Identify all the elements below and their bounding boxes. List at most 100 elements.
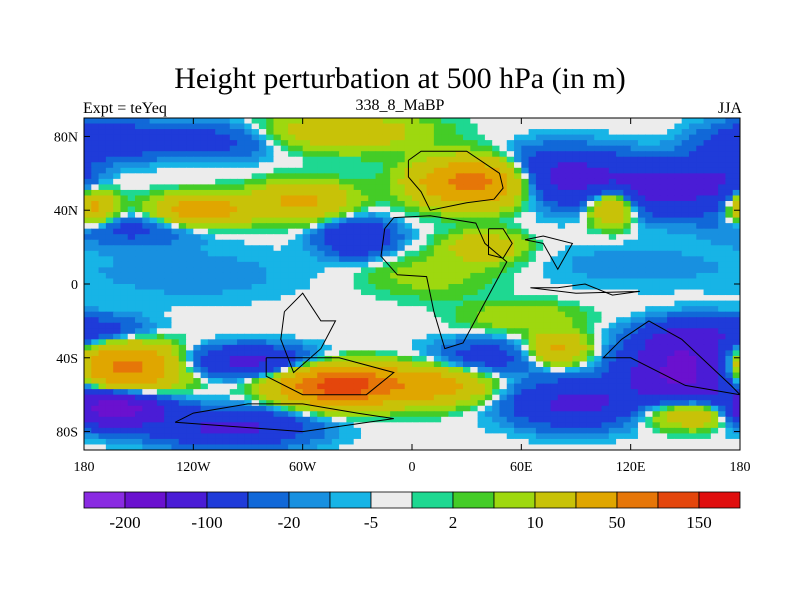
field-cell (528, 245, 537, 252)
field-cell (186, 212, 194, 219)
field-cell (412, 317, 420, 324)
field-cell (528, 189, 537, 197)
field-cell (397, 333, 406, 340)
field-cell (419, 245, 428, 252)
field-cell (433, 383, 442, 390)
field-cell (200, 206, 209, 213)
field-cell (732, 234, 740, 241)
field-cell (528, 201, 537, 208)
field-cell (91, 333, 100, 340)
field-cell (463, 361, 471, 368)
field-cell (412, 151, 420, 158)
field-cell (550, 372, 559, 379)
field-cell (601, 350, 610, 357)
field-cell (572, 300, 581, 307)
field-cell (492, 206, 501, 213)
field-cell (120, 422, 129, 429)
field-cell (521, 272, 530, 280)
field-cell (120, 344, 129, 351)
field-cell (142, 355, 151, 363)
field-cell (324, 234, 333, 241)
field-cell (266, 344, 275, 351)
field-cell (288, 272, 296, 280)
field-cell (360, 306, 369, 313)
field-cell (164, 140, 173, 147)
field-cell (616, 118, 624, 125)
field-cell (368, 167, 377, 174)
field-cell (696, 195, 705, 202)
field-cell (645, 295, 654, 302)
field-cell (186, 123, 194, 130)
field-cell (382, 394, 391, 401)
field-cell (710, 129, 719, 136)
field-cell (667, 411, 675, 418)
field-cell (353, 383, 362, 390)
field-cell (91, 245, 100, 252)
field-cell (84, 361, 92, 368)
field-cell (200, 250, 209, 257)
field-cell (710, 134, 719, 141)
field-cell (492, 405, 501, 412)
field-cell (193, 295, 202, 302)
field-cell (718, 322, 727, 329)
field-cell (404, 322, 413, 329)
field-cell (295, 256, 304, 263)
field-cell (579, 333, 588, 340)
field-cell (404, 350, 413, 357)
field-cell (382, 145, 391, 152)
field-cell (492, 378, 501, 385)
field-cell (506, 389, 515, 396)
field-cell (499, 344, 508, 351)
field-cell (521, 167, 530, 174)
field-cell (105, 239, 114, 246)
field-cell (331, 300, 340, 307)
field-cell (412, 140, 420, 147)
field-cell (127, 306, 136, 313)
field-cell (186, 167, 194, 174)
field-cell (237, 245, 245, 252)
field-cell (426, 400, 435, 407)
field-cell (200, 400, 209, 407)
field-cell (535, 278, 544, 285)
field-cell (164, 317, 173, 324)
field-cell (681, 217, 690, 224)
field-cell (616, 178, 624, 185)
field-cell (346, 245, 355, 252)
field-cell (295, 306, 304, 313)
field-cell (346, 295, 355, 302)
field-cell (688, 389, 697, 396)
field-cell (215, 378, 224, 385)
field-cell (725, 272, 734, 280)
field-cell (309, 201, 318, 208)
field-cell (732, 322, 740, 329)
field-cell (135, 162, 143, 169)
field-cell (725, 284, 734, 291)
field-cell (207, 140, 216, 147)
field-cell (331, 378, 340, 385)
field-cell (572, 328, 581, 335)
field-cell (207, 250, 216, 257)
field-cell (324, 245, 333, 252)
field-cell (164, 250, 173, 257)
field-cell (681, 278, 690, 285)
field-cell (594, 389, 603, 396)
field-cell (696, 212, 705, 219)
field-cell (135, 389, 143, 396)
field-cell (514, 383, 522, 390)
field-cell (120, 201, 129, 208)
field-cell (229, 355, 238, 363)
field-cell (579, 389, 588, 396)
field-cell (667, 284, 675, 291)
field-cell (339, 234, 347, 241)
field-cell (360, 201, 369, 208)
field-cell (222, 300, 231, 307)
field-cell (594, 284, 603, 291)
field-cell (237, 250, 245, 257)
field-cell (718, 234, 727, 241)
field-cell (579, 140, 588, 147)
field-cell (317, 389, 326, 396)
field-cell (346, 367, 355, 374)
field-cell (127, 195, 136, 202)
field-cell (397, 245, 406, 252)
field-cell (455, 228, 464, 235)
